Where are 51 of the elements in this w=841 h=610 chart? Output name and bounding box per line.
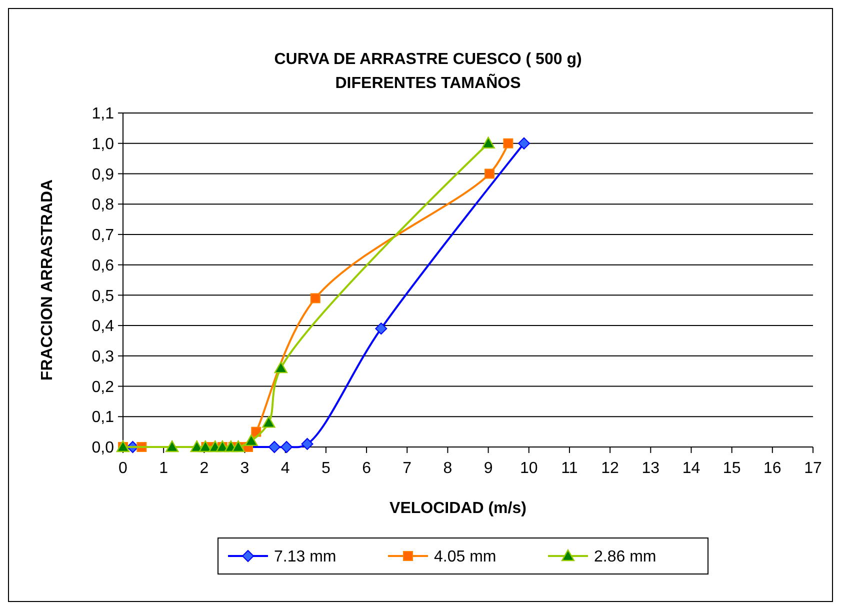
- y-tick-label: 0,2: [92, 378, 114, 396]
- y-tick-label: 0,6: [92, 257, 114, 274]
- y-tick-label: 0,9: [92, 166, 114, 184]
- chart-title: CURVA DE ARRASTRE CUESCO ( 500 g) DIFERENTES TAMAÑOS: [274, 51, 582, 92]
- point: [198, 440, 212, 452]
- y-tick-label: 1,0: [92, 136, 114, 153]
- point: [484, 168, 495, 179]
- point: [268, 441, 280, 453]
- x-tick-label: 0: [118, 460, 128, 477]
- point: [503, 138, 514, 148]
- legend-label: 4.05 mm: [434, 548, 496, 566]
- legend-label: 7.13 mm: [274, 548, 336, 566]
- y-tick-label: 0,4: [92, 318, 114, 336]
- point: [375, 322, 388, 335]
- point: [232, 440, 245, 452]
- y-tick-label: 0,7: [92, 227, 114, 244]
- x-tick-label: 11: [561, 460, 578, 477]
- x-tick-label: 6: [362, 460, 372, 477]
- point: [244, 434, 258, 446]
- x-tick-label: 10: [520, 460, 538, 477]
- y-tick-label: 0,8: [92, 196, 114, 214]
- x-tick-label: 12: [601, 460, 620, 477]
- legend-label: 2.86 mm: [594, 548, 656, 566]
- y-tick-label: 0,5: [92, 288, 114, 305]
- y-axis-title: FRACCION ARRASTRADA: [39, 178, 56, 381]
- point: [301, 438, 314, 450]
- x-tick-label: 5: [321, 460, 330, 477]
- x-tick-label: 15: [722, 460, 741, 477]
- x-tick-label: 2: [200, 460, 209, 477]
- point: [262, 416, 276, 428]
- x-tick-label: 3: [240, 460, 250, 477]
- point: [310, 293, 320, 304]
- y-tick-label: 0,3: [92, 348, 114, 366]
- x-tick-label: 7: [402, 460, 412, 477]
- x-tick-label: 1: [159, 460, 168, 477]
- point: [280, 441, 293, 453]
- point: [518, 137, 530, 150]
- y-tick-label: 1,1: [92, 106, 114, 123]
- y-tick-label: 0,1: [92, 409, 114, 426]
- x-tick-label: 8: [443, 460, 452, 477]
- x-tick-label: 4: [280, 460, 290, 477]
- point: [274, 361, 288, 374]
- x-tick-label: 13: [642, 460, 660, 477]
- x-tick-label: 17: [804, 460, 822, 477]
- x-tick-label: 14: [682, 460, 700, 477]
- x-tick-label: 16: [764, 460, 782, 477]
- y-tick-label: 0,0: [92, 440, 114, 457]
- x-axis-title: VELOCIDAD (m/s): [390, 500, 526, 517]
- x-tick-label: 9: [484, 460, 493, 477]
- point: [166, 440, 179, 452]
- point: [482, 136, 495, 148]
